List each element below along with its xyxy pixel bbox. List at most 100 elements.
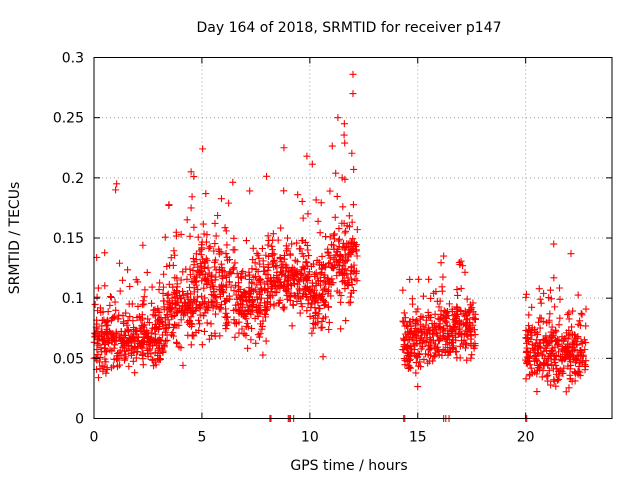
- data-point: [116, 287, 124, 295]
- data-point: [460, 336, 468, 344]
- data-point: [552, 382, 560, 390]
- data-point: [449, 345, 457, 353]
- data-point: [552, 352, 560, 360]
- data-point: [528, 303, 536, 311]
- data-point: [151, 320, 159, 328]
- data-point: [169, 283, 177, 291]
- data-point: [240, 288, 248, 296]
- data-point: [452, 317, 460, 325]
- data-point: [133, 348, 141, 356]
- data-point: [435, 336, 443, 344]
- data-point: [199, 255, 207, 263]
- data-point: [430, 353, 438, 361]
- data-point: [248, 325, 256, 333]
- data-point: [321, 263, 329, 271]
- data-point: [141, 329, 149, 337]
- data-point: [216, 304, 224, 312]
- data-point: [199, 145, 207, 153]
- data-point: [222, 305, 230, 313]
- data-point: [401, 330, 409, 338]
- data-point: [522, 290, 530, 298]
- data-point: [574, 367, 582, 375]
- y-tick-label: 0.25: [53, 111, 84, 127]
- data-point: [442, 318, 450, 326]
- data-point: [241, 272, 249, 280]
- data-point: [451, 311, 459, 319]
- data-point: [212, 310, 220, 318]
- data-point: [98, 336, 106, 344]
- data-point: [412, 317, 420, 325]
- data-point: [284, 234, 292, 242]
- data-point: [94, 307, 102, 315]
- data-point: [266, 300, 274, 308]
- data-point: [235, 308, 243, 316]
- data-point: [245, 275, 253, 283]
- data-point: [416, 358, 424, 366]
- data-point: [311, 304, 319, 312]
- data-point: [552, 361, 560, 369]
- data-point: [580, 336, 588, 344]
- data-point: [174, 294, 182, 302]
- data-point: [285, 292, 293, 300]
- data-point: [252, 339, 260, 347]
- data-point: [141, 321, 149, 329]
- data-point: [304, 277, 312, 285]
- data-point: [463, 331, 471, 339]
- data-point: [577, 309, 585, 317]
- data-point: [276, 296, 284, 304]
- data-point: [273, 262, 281, 270]
- data-point: [215, 250, 223, 258]
- data-point: [276, 255, 284, 263]
- data-point: [546, 310, 554, 318]
- data-point: [273, 288, 281, 296]
- data-point: [558, 356, 566, 364]
- data-point: [177, 230, 185, 238]
- data-point: [279, 260, 287, 268]
- data-point: [568, 377, 576, 385]
- data-point: [190, 261, 198, 269]
- data-point: [132, 276, 140, 284]
- data-point: [546, 350, 554, 358]
- data-point: [453, 303, 461, 311]
- data-point: [408, 295, 416, 303]
- data-point: [311, 272, 319, 280]
- data-point: [139, 322, 147, 330]
- data-point: [247, 308, 255, 316]
- data-point: [563, 348, 571, 356]
- data-point: [247, 336, 255, 344]
- data-point: [212, 232, 220, 240]
- data-point: [428, 319, 436, 327]
- data-point: [349, 201, 357, 209]
- data-point: [270, 250, 278, 258]
- data-point: [566, 352, 574, 360]
- data-point: [259, 351, 267, 359]
- data-point: [244, 344, 252, 352]
- data-point: [186, 271, 194, 279]
- data-point: [289, 301, 297, 309]
- data-point: [554, 376, 562, 384]
- x-tick-label: 20: [517, 430, 535, 446]
- data-point: [342, 317, 350, 325]
- data-point: [552, 326, 560, 334]
- data-point: [309, 260, 317, 268]
- data-point: [290, 280, 298, 288]
- data-point: [407, 364, 415, 372]
- data-point: [442, 308, 450, 316]
- data-point: [453, 354, 461, 362]
- data-point: [256, 330, 264, 338]
- data-point: [293, 239, 301, 247]
- data-point: [527, 364, 535, 372]
- data-point: [154, 325, 162, 333]
- data-point: [303, 152, 311, 160]
- data-point: [107, 316, 115, 324]
- data-point: [452, 336, 460, 344]
- data-point: [151, 358, 159, 366]
- data-point: [94, 350, 102, 358]
- data-point: [229, 178, 237, 186]
- data-point: [113, 356, 121, 364]
- data-point: [305, 268, 313, 276]
- data-point: [420, 356, 428, 364]
- x-tick-label: 10: [301, 430, 319, 446]
- data-point: [304, 210, 312, 218]
- data-point: [103, 318, 111, 326]
